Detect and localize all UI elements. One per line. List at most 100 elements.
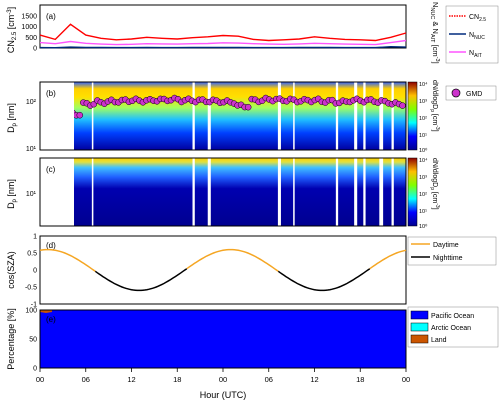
panel-b-ytick-100: 10²: [26, 99, 37, 106]
series-line-0: [39, 23, 407, 42]
panel-c-ytick-10: 10¹: [26, 191, 37, 198]
panel-d-ytick: -1: [31, 302, 37, 309]
panel-d-curve: [39, 248, 407, 292]
panel-b-ylabel: Dp [nm]: [6, 103, 18, 133]
panel-e-ytick: 0: [33, 366, 37, 373]
panel-b-colorbar: [407, 81, 418, 151]
panel-d-yticks: 1 0.5 0 -0.5 -1: [25, 234, 37, 309]
panel-e-ylabel: Percentage [%]: [6, 308, 16, 370]
panel-c-gap: [354, 158, 358, 226]
x-tick-label: 12: [310, 375, 318, 384]
panel-c-gap: [379, 158, 384, 226]
panel-e-ytick: 50: [29, 337, 37, 344]
panel-a-label: (a): [46, 12, 56, 21]
x-tick-label: 06: [82, 375, 90, 384]
legend-swatch-land: [410, 334, 429, 344]
panel-b-gap: [192, 82, 195, 150]
panel-b-gap: [335, 82, 339, 150]
panel-b-cb-tick-0: 10⁴: [419, 81, 428, 88]
panel-c-gap: [363, 158, 366, 226]
gmd-point: [244, 103, 252, 111]
panel-b-cb-tick-3: 10¹: [419, 133, 427, 139]
panel-c-cb-tick-1: 10³: [419, 175, 427, 181]
x-tick-label: 06: [265, 375, 273, 384]
panel-b-legend: GMD: [445, 85, 497, 101]
panel-b-label: (b): [46, 89, 56, 98]
panel-b-empty: [41, 82, 74, 150]
panel-c-cb-tick-0: 10⁴: [419, 157, 428, 164]
panel-b-heatmap: [74, 82, 406, 150]
daytime-line: [369, 249, 407, 270]
x-axis-ticks: 00 06 12 18 00 06 12 18 00: [36, 368, 410, 384]
gmd-point: [76, 111, 84, 119]
panel-a-frame: [39, 4, 407, 49]
panel-d-ylabel: cos(SZA): [6, 251, 16, 289]
legend-swatch-gmd: [451, 88, 461, 98]
daytime-line: [39, 248, 96, 272]
panel-a-yticks: 0 500 1000 1500: [21, 13, 37, 52]
panel-d-ytick: 1: [33, 234, 37, 241]
panel-b-gap: [293, 82, 295, 150]
legend-swatch-pacific: [410, 310, 429, 320]
panel-b-ytick-10: 10¹: [26, 146, 37, 153]
panel-c-ylabel: Dp [nm]: [6, 179, 18, 209]
panel-a-legend: CN2.5 NNUC NAIT: [445, 5, 499, 64]
panel-c: (c) 10¹ Dp [nm] 10⁴ 10³ 10² 10¹ 10⁰ dN/d…: [6, 157, 440, 230]
x-tick-label: 00: [402, 375, 410, 384]
legend-nnuc: NNUC: [469, 32, 485, 41]
panel-e: (e) 0 50 100 Percentage [%] Pacific Ocean …: [6, 306, 499, 373]
legend-gmd: GMD: [466, 91, 482, 98]
panel-e-label: (e): [46, 315, 56, 324]
x-tick-label: 12: [127, 375, 135, 384]
panel-d-frame: [39, 235, 407, 305]
panel-a-ylabel: CN2.5 [cm-3]: [6, 7, 18, 53]
panel-e-legend: Pacific Ocean Arctic Ocean Land: [407, 306, 499, 348]
legend-land: Land: [431, 337, 447, 344]
panel-b-colorbar-label: dN/dlogDp [cm-3]: [429, 80, 440, 132]
x-tick-label: 00: [36, 375, 44, 384]
panel-d-ytick: 0.5: [27, 251, 37, 258]
panel-e-yticks: 0 50 100: [25, 308, 37, 373]
panel-a-ytick: 1000: [21, 24, 37, 31]
panel-e-area-pacific: [40, 310, 406, 368]
panel-d: (d) 1 0.5 0 -0.5 -1 cos(SZA) Daytime Nightti…: [6, 234, 497, 309]
nighttime-line: [94, 268, 188, 292]
gmd-point: [399, 102, 406, 109]
panel-d-label: (d): [46, 241, 56, 250]
panel-b-gap: [91, 82, 94, 150]
panel-c-colorbar-label: dN/dlogDp [cm-3]: [429, 158, 440, 210]
legend-pacific: Pacific Ocean: [431, 313, 474, 320]
panel-a-ytick: 500: [25, 35, 37, 42]
panel-c-cb-tick-3: 10¹: [419, 209, 427, 215]
panel-d-ytick: -0.5: [25, 285, 37, 292]
panel-d-legend: Daytime Nighttime: [407, 236, 497, 266]
panel-c-gap: [192, 158, 195, 226]
legend-nighttime: Nighttime: [433, 255, 463, 262]
panel-a-ytick: 1500: [21, 13, 37, 20]
series-line-1: [39, 45, 407, 49]
panel-e-area-land: [40, 310, 52, 313]
panel-b-cb-tick-1: 10³: [419, 99, 427, 105]
panel-c-gap: [91, 158, 94, 226]
panel-a: (a) 0 500 1000 1500 CN2.5 [cm-3] NNUC & NAI…: [6, 2, 499, 64]
panel-b-gap: [391, 82, 394, 150]
series-line-2: [39, 39, 407, 46]
x-tick-label: 18: [173, 375, 181, 384]
daytime-line: [186, 248, 279, 272]
panel-b-cb-tick-2: 10²: [419, 116, 427, 122]
panel-b-gap: [354, 82, 358, 150]
panel-a-right-ylabel: NNUC & NAIT [cm-3]: [429, 2, 440, 64]
panel-b-gap: [207, 82, 211, 150]
panel-b-gap: [363, 82, 366, 150]
panel-e-ytick: 100: [25, 308, 37, 315]
panel-c-cb-tick-4: 10⁰: [419, 223, 428, 230]
panel-c-colorbar: [407, 157, 418, 227]
legend-daytime: Daytime: [433, 242, 459, 249]
panel-c-gap: [335, 158, 339, 226]
panel-b-gap: [277, 82, 281, 150]
x-axis-label: Hour (UTC): [200, 390, 247, 400]
panel-c-gap: [277, 158, 281, 226]
panel-b: (b) 10² 10¹ Dp [nm] 10⁴ 10³ 10² 10¹ 10⁰ …: [6, 80, 497, 154]
legend-cn25: CN2.5: [469, 14, 486, 23]
